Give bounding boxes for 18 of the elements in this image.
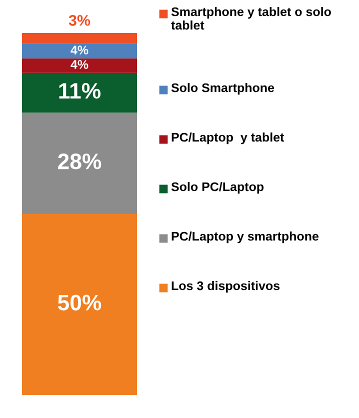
data-label: 4% <box>70 46 88 54</box>
bar <box>22 58 137 73</box>
bar <box>22 72 137 113</box>
data-label: 50% <box>58 294 102 310</box>
bar <box>22 112 137 214</box>
legend-label: Los 3 dispositivos <box>172 281 280 293</box>
legend-label: Smartphone y tablet o solo tablet <box>171 7 331 30</box>
legend-label: PC/Laptop y smartphone <box>172 232 319 244</box>
legend-label: PC/Laptop y tablet <box>172 132 284 144</box>
bar <box>22 33 137 44</box>
data-label: 11% <box>59 83 101 99</box>
data-label: 3% <box>68 14 90 26</box>
data-label: 4% <box>70 60 88 69</box>
legend-label: Solo Smartphone <box>171 83 274 95</box>
legend-label: Solo PC/Laptop <box>171 182 264 194</box>
data-label: 28% <box>58 154 102 170</box>
bar <box>22 214 137 395</box>
bar <box>22 44 137 58</box>
